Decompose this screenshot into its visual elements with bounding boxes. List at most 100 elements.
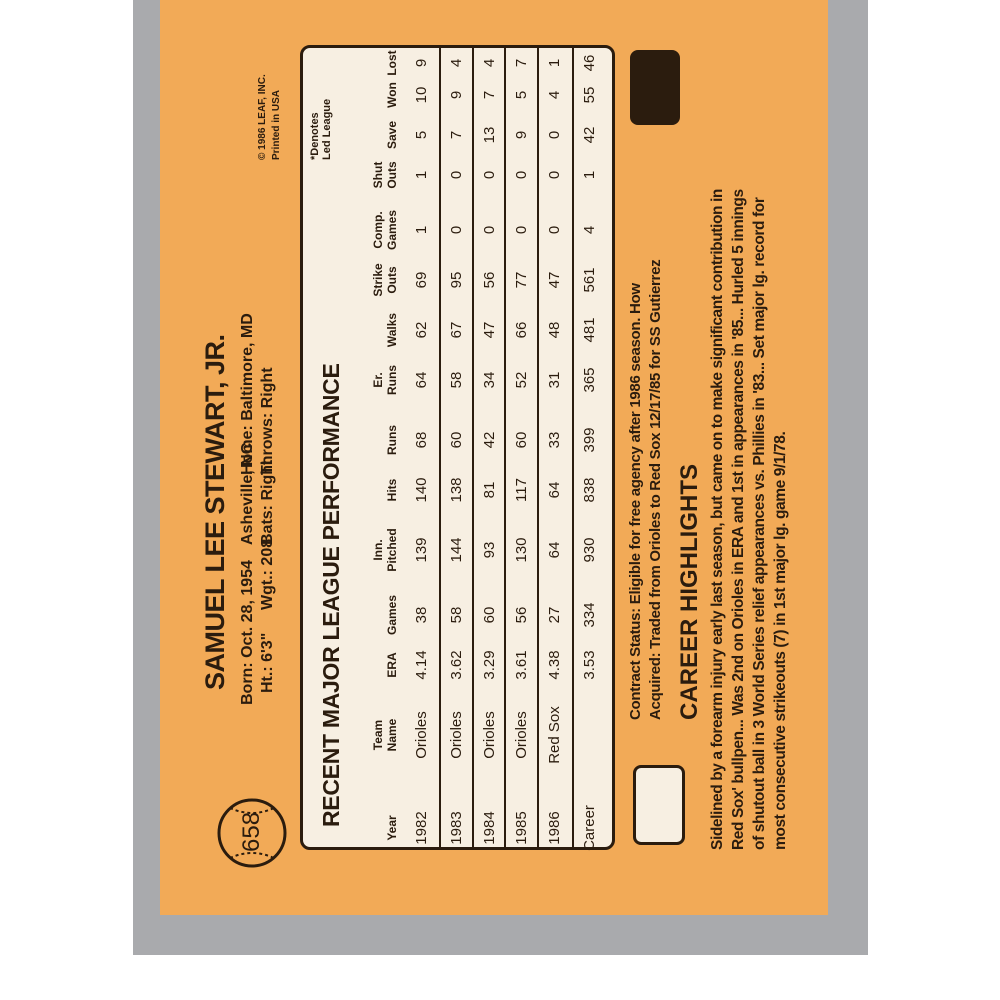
table-cell: 144: [448, 537, 465, 563]
column-header: Games: [385, 209, 399, 251]
table-cell: 0: [546, 170, 563, 180]
table-cell: Orioles: [413, 711, 430, 759]
table-cell: 47: [481, 321, 498, 339]
table-cell: 52: [513, 371, 530, 389]
table-cell: 60: [513, 431, 530, 449]
table-cell: 365: [581, 367, 598, 393]
table-cell: 31: [546, 371, 563, 389]
table-cell: 1986: [546, 811, 563, 845]
column-header: Strike: [371, 263, 385, 297]
table-cell: Orioles: [513, 711, 530, 759]
column-header: Runs: [385, 365, 399, 395]
table-cell: 10: [413, 86, 430, 104]
table-cell: 64: [546, 481, 563, 499]
table-cell: 47: [546, 271, 563, 289]
table-cell: 4: [581, 225, 598, 235]
column-header: Year: [385, 815, 399, 841]
mlb-logo: [630, 50, 680, 125]
table-cell: 7: [448, 130, 465, 140]
mlbpa-logo: [633, 765, 685, 845]
row-separator: [504, 47, 506, 849]
table-cell: 48: [546, 321, 563, 339]
table-cell: 930: [581, 537, 598, 563]
column-header: Comp.: [371, 211, 385, 249]
table-cell: 0: [448, 170, 465, 180]
table-cell: 77: [513, 271, 530, 289]
table-cell: 481: [581, 317, 598, 343]
table-cell: 67: [448, 321, 465, 339]
table-cell: 1: [581, 170, 598, 180]
table-cell: 42: [481, 431, 498, 449]
table-cell: 334: [581, 602, 598, 628]
table-cell: 7: [513, 58, 530, 68]
table-cell: 0: [513, 225, 530, 235]
baseball-icon: [217, 798, 287, 868]
table-cell: 33: [546, 431, 563, 449]
column-header: Pitched: [385, 528, 399, 572]
table-cell: 3.62: [448, 650, 465, 680]
column-header: Inn.: [371, 539, 385, 561]
column-header: Walks: [385, 312, 399, 348]
footnote: *Denotes: [309, 112, 321, 160]
table-cell: 1: [413, 225, 430, 235]
table-cell: 64: [413, 371, 430, 389]
table-cell: 9: [513, 130, 530, 140]
highlights-text: most consecutive strikeouts (7) in 1st m…: [772, 431, 789, 850]
table-cell: 4: [546, 90, 563, 100]
table-cell: 56: [481, 271, 498, 289]
column-header: Runs: [385, 425, 399, 455]
table-cell: 34: [481, 371, 498, 389]
table-cell: 1983: [448, 811, 465, 845]
highlights-text: of shutout ball in 3 World Series relief…: [751, 197, 768, 851]
table-cell: 56: [513, 606, 530, 624]
table-cell: 9: [448, 90, 465, 100]
table-cell: 1: [413, 170, 430, 180]
table-cell: 561: [581, 267, 598, 293]
table-cell: Orioles: [448, 711, 465, 759]
table-cell: 0: [546, 225, 563, 235]
table-cell: 55: [581, 86, 598, 104]
table-cell: 0: [481, 225, 498, 235]
table-cell: 27: [546, 606, 563, 624]
table-cell: 1982: [413, 811, 430, 845]
table-cell: 42: [581, 126, 598, 144]
table-cell: 117: [513, 478, 530, 502]
table-cell: 139: [413, 537, 430, 563]
row-separator: [472, 47, 474, 849]
card-back: 658 SAMUEL LEE STEWART, JR. Born: Oct. 28,…: [160, 0, 828, 915]
table-cell: 95: [448, 271, 465, 289]
table-cell: Career: [581, 805, 598, 851]
table-cell: 60: [448, 431, 465, 449]
table-cell: 64: [546, 541, 563, 559]
bio-text: Ht.: 6'3": [259, 632, 276, 693]
table-cell: 130: [513, 537, 530, 563]
table-cell: 58: [448, 606, 465, 624]
column-header: Outs: [385, 266, 399, 294]
table-cell: 0: [546, 130, 563, 140]
table-cell: 1985: [513, 811, 530, 845]
table-cell: 0: [513, 170, 530, 180]
column-header: Shut: [371, 161, 385, 189]
column-header: Er.: [371, 372, 385, 388]
row-separator: [537, 47, 539, 849]
table-cell: 4.14: [413, 650, 430, 680]
column-header: Save: [385, 120, 399, 150]
table-cell: 399: [581, 427, 598, 453]
column-header: Lost: [385, 50, 399, 76]
table-cell: 46: [581, 54, 598, 72]
table-cell: 9: [413, 58, 430, 68]
table-cell: 0: [448, 225, 465, 235]
contract-text: Contract Status: Eligible for free agenc…: [627, 283, 644, 720]
table-cell: 66: [513, 321, 530, 339]
table-cell: 38: [413, 606, 430, 624]
column-header: Games: [385, 594, 399, 636]
highlights-title: CAREER HIGHLIGHTS: [676, 463, 703, 720]
table-cell: 1984: [481, 811, 498, 845]
column-header: Won: [385, 82, 399, 108]
table-cell: 838: [581, 477, 598, 503]
player-name: SAMUEL LEE STEWART, JR.: [200, 334, 230, 690]
table-cell: Orioles: [481, 711, 498, 759]
table-cell: 5: [413, 130, 430, 140]
table-cell: Red Sox: [546, 706, 563, 764]
